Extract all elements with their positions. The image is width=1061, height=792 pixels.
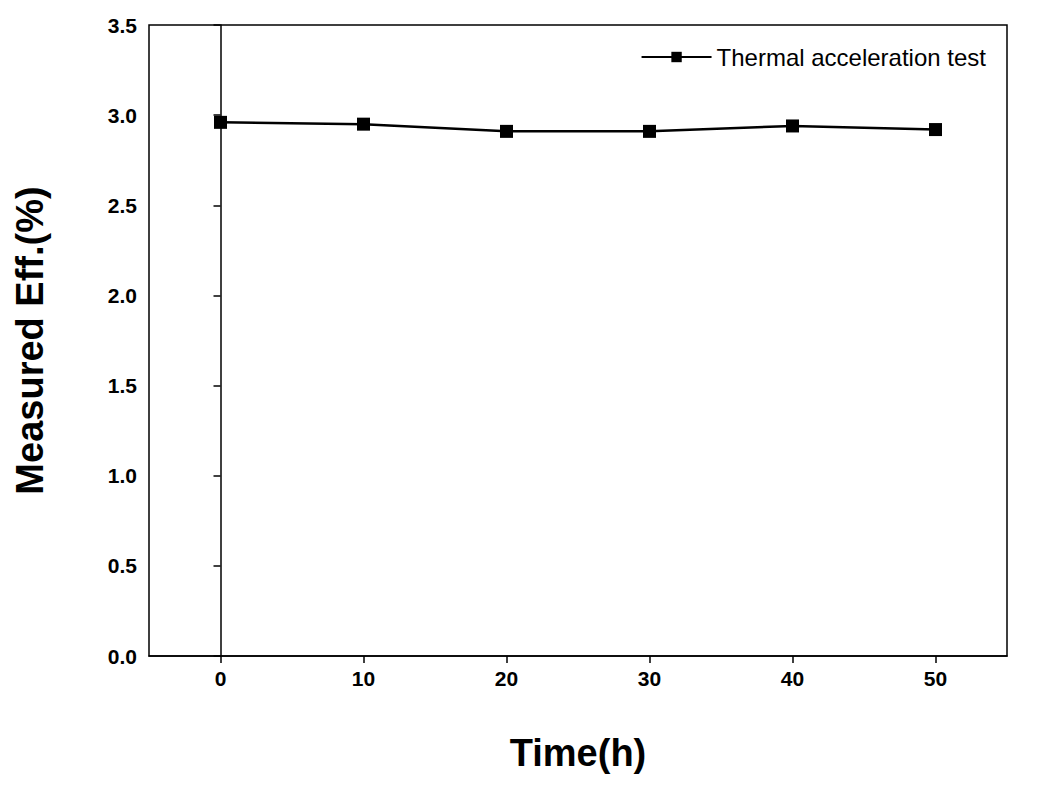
svg-text:Measured Eff.(%): Measured Eff.(%) <box>9 186 51 494</box>
svg-text:1.0: 1.0 <box>108 464 137 487</box>
svg-text:0.5: 0.5 <box>108 554 138 577</box>
svg-text:2.5: 2.5 <box>108 194 138 217</box>
svg-text:1.5: 1.5 <box>108 374 138 397</box>
svg-text:3.0: 3.0 <box>108 104 137 127</box>
svg-text:50: 50 <box>924 667 947 690</box>
svg-text:40: 40 <box>781 667 804 690</box>
svg-text:10: 10 <box>352 667 375 690</box>
svg-text:30: 30 <box>638 667 661 690</box>
svg-text:3.5: 3.5 <box>108 14 138 37</box>
svg-text:20: 20 <box>495 667 518 690</box>
svg-text:Time(h): Time(h) <box>510 732 647 774</box>
svg-text:0.0: 0.0 <box>108 645 137 668</box>
svg-text:2.0: 2.0 <box>108 284 137 307</box>
svg-text:Thermal acceleration test: Thermal acceleration test <box>717 44 987 71</box>
svg-text:0: 0 <box>215 667 227 690</box>
